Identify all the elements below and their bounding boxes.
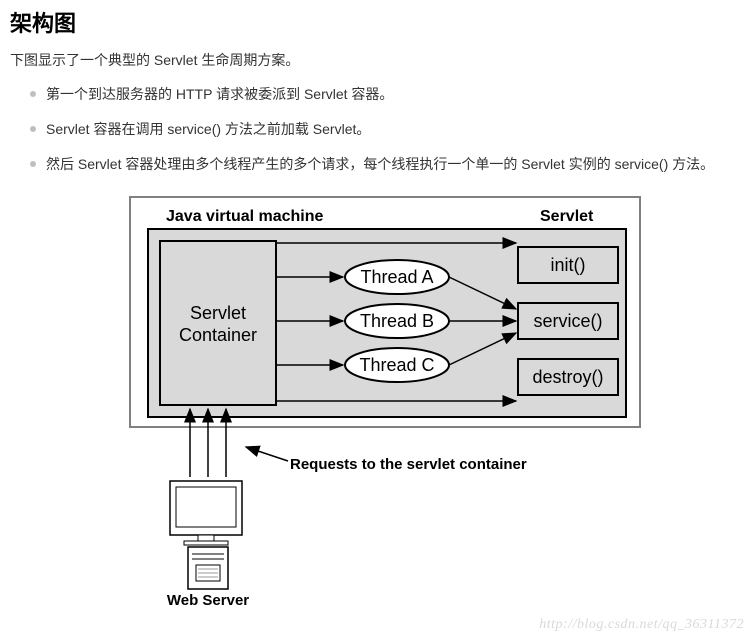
thread-a: Thread A [360, 267, 433, 287]
watermark: http://blog.csdn.net/qq_36311372 [539, 617, 744, 633]
method-destroy: destroy() [532, 367, 603, 387]
thread-b: Thread B [360, 311, 434, 331]
jvm-label: Java virtual machine [166, 208, 324, 225]
container-label-1: Servlet [190, 303, 246, 323]
bullet-item: 第一个到达服务器的 HTTP 请求被委派到 Servlet 容器。 [30, 84, 740, 105]
container-label-2: Container [179, 325, 257, 345]
method-init: init() [551, 255, 586, 275]
bullet-list: 第一个到达服务器的 HTTP 请求被委派到 Servlet 容器。 Servle… [10, 84, 740, 175]
bullet-item: Servlet 容器在调用 service() 方法之前加载 Servlet。 [30, 119, 740, 140]
thread-c: Thread C [359, 355, 434, 375]
servlet-header: Servlet [540, 208, 594, 225]
page-title: 架构图 [10, 6, 740, 38]
architecture-diagram: Java virtual machine Servlet Servlet Con… [120, 189, 650, 614]
intro-text: 下图显示了一个典型的 Servlet 生命周期方案。 [10, 50, 740, 70]
bullet-item: 然后 Servlet 容器处理由多个线程产生的多个请求，每个线程执行一个单一的 … [30, 154, 740, 175]
requests-label: Requests to the servlet container [290, 456, 527, 473]
method-service: service() [533, 311, 602, 331]
webserver-label: Web Server [167, 592, 249, 609]
